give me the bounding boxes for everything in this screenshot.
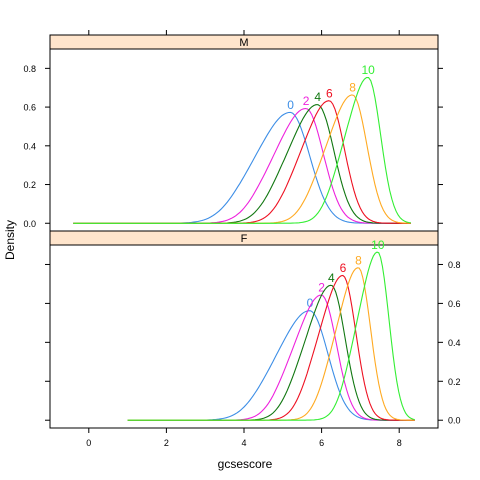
y-tick-label: 0.4 (23, 141, 36, 151)
density-line-M-8 (73, 94, 411, 224)
density-line-F-0 (127, 310, 415, 421)
y-tick-label: 0.8 (448, 260, 461, 270)
series-label-M-10: 10 (361, 63, 375, 77)
series-label-F-6: 6 (340, 261, 347, 275)
y-tick-label: 0.0 (23, 219, 36, 229)
y-tick-label: 0.6 (448, 299, 461, 309)
density-line-M-4 (73, 104, 411, 224)
series-label-M-2: 2 (303, 94, 310, 108)
x-axis-label: gcsescore (218, 457, 273, 471)
density-line-M-10 (73, 77, 411, 224)
panel-strip-label-F: F (241, 233, 248, 245)
density-line-F-2 (127, 294, 415, 421)
series-label-F-4: 4 (328, 271, 335, 285)
x-tick-label: 6 (319, 438, 324, 448)
x-tick-label: 2 (164, 438, 169, 448)
x-tick-label: 8 (397, 438, 402, 448)
series-label-M-4: 4 (314, 90, 321, 104)
density-line-F-8 (127, 267, 415, 421)
series-label-M-8: 8 (349, 80, 356, 94)
y-tick-label: 0.2 (448, 377, 461, 387)
panel-frame-F (49, 244, 439, 429)
x-tick-label: 0 (86, 438, 91, 448)
series-label-M-0: 0 (287, 98, 294, 112)
panel-strip-label-M: M (239, 37, 248, 49)
y-tick-label: 0.6 (23, 103, 36, 113)
series-label-F-8: 8 (355, 253, 362, 267)
panel-frame-M (49, 48, 439, 232)
density-line-M-2 (73, 107, 411, 224)
y-tick-label: 0.4 (448, 338, 461, 348)
x-tick-label: 4 (241, 438, 246, 448)
density-line-F-4 (127, 284, 415, 421)
density-line-M-6 (73, 100, 411, 224)
series-label-F-2: 2 (318, 281, 325, 295)
series-label-M-6: 6 (326, 86, 333, 100)
series-label-F-10: 10 (371, 238, 385, 252)
series-label-F-0: 0 (307, 296, 314, 310)
density-line-F-10 (127, 251, 415, 421)
y-tick-label: 0.0 (448, 416, 461, 426)
y-axis-label: Density (3, 220, 17, 260)
plot-area: M0.00.20.40.60.80 2 4 6 810F0.00.20.40.60.80… (23, 30, 461, 448)
y-tick-label: 0.2 (23, 180, 36, 190)
y-tick-label: 0.8 (23, 64, 36, 74)
